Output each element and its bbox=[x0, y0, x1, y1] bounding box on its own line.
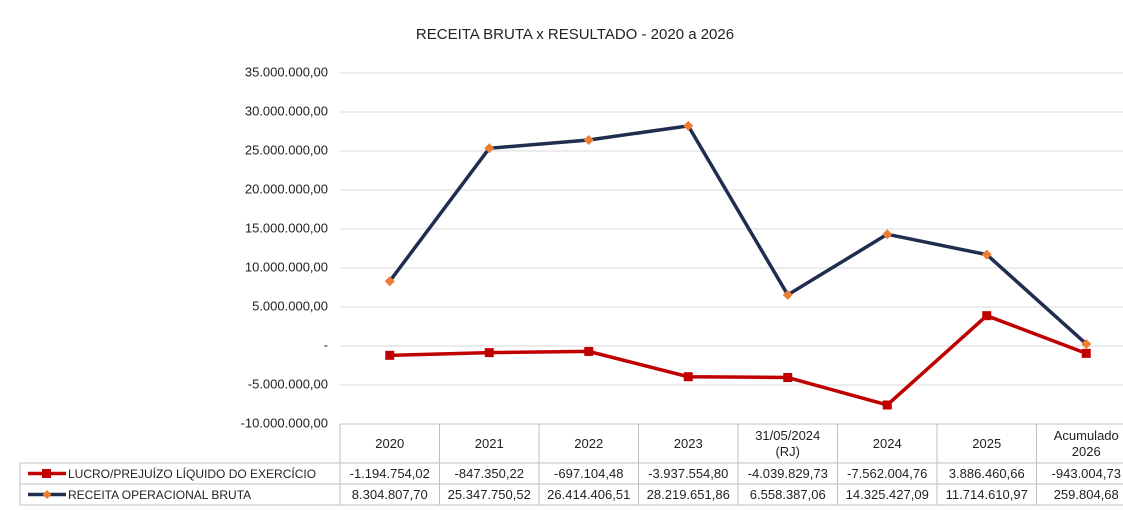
x-tick-label: 2021 bbox=[474, 435, 504, 451]
y-tick-label: -10.000.000,00 bbox=[241, 415, 328, 430]
y-tick-label: 30.000.000,00 bbox=[245, 103, 328, 118]
value-label: -1.194.754,02 bbox=[349, 465, 430, 481]
marker bbox=[683, 120, 694, 131]
legend-label: RECEITA OPERACIONAL BRUTA bbox=[68, 487, 252, 502]
marker bbox=[683, 372, 693, 382]
marker bbox=[584, 346, 594, 356]
marker bbox=[1081, 348, 1091, 358]
x-tick-label: Acumulado 2026 bbox=[1053, 427, 1119, 459]
x-tick-label: 2020 bbox=[375, 435, 405, 451]
value-label: 259.804,68 bbox=[1053, 486, 1119, 502]
value-label: 28.219.651,86 bbox=[646, 486, 730, 502]
x-tick-label: 2023 bbox=[673, 435, 703, 451]
y-tick-label: 35.000.000,00 bbox=[245, 64, 328, 79]
marker bbox=[384, 276, 395, 287]
marker bbox=[882, 229, 893, 240]
x-tick-label: 2025 bbox=[972, 435, 1002, 451]
y-tick-label: - bbox=[324, 337, 328, 352]
value-label: -7.562.004,76 bbox=[847, 465, 928, 481]
legend-marker bbox=[42, 469, 51, 478]
y-tick-label: -5.000.000,00 bbox=[248, 376, 328, 391]
value-label: -697.104,48 bbox=[554, 465, 624, 481]
series-line bbox=[389, 313, 1087, 407]
series-line bbox=[388, 123, 1088, 346]
y-tick-label: 15.000.000,00 bbox=[245, 220, 328, 235]
marker bbox=[782, 289, 793, 300]
marker bbox=[783, 373, 793, 383]
value-label: 8.304.807,70 bbox=[351, 486, 428, 502]
value-label: 3.886.460,66 bbox=[948, 465, 1025, 481]
value-label: 6.558.387,06 bbox=[749, 486, 826, 502]
marker bbox=[1081, 338, 1092, 349]
value-label: 11.714.610,97 bbox=[945, 486, 1028, 502]
x-tick-label: 31/05/2024 (RJ) bbox=[755, 427, 821, 459]
value-label: -847.350,22 bbox=[454, 465, 524, 481]
value-label: -3.937.554,80 bbox=[648, 465, 729, 481]
marker bbox=[484, 348, 494, 358]
value-label: -4.039.829,73 bbox=[747, 465, 828, 481]
marker bbox=[981, 249, 992, 260]
chart-title: RECEITA BRUTA x RESULTADO - 2020 a 2026 bbox=[416, 26, 734, 43]
y-tick-label: 5.000.000,00 bbox=[252, 298, 328, 313]
y-tick-label: 10.000.000,00 bbox=[245, 259, 328, 274]
y-tick-label: 20.000.000,00 bbox=[245, 181, 328, 196]
value-label: -943.004,73 bbox=[1051, 465, 1121, 481]
legend-marker bbox=[42, 490, 52, 499]
marker bbox=[982, 311, 992, 321]
value-label: 25.347.750,52 bbox=[447, 486, 531, 502]
marker bbox=[385, 350, 395, 360]
marker bbox=[583, 134, 594, 145]
marker bbox=[882, 400, 892, 410]
legend-label: LUCRO/PREJUÍZO LÍQUIDO DO EXERCÍCIO bbox=[68, 466, 317, 481]
x-tick-label: 2022 bbox=[574, 435, 604, 451]
marker bbox=[484, 143, 495, 154]
value-label: 14.325.427,09 bbox=[845, 486, 929, 502]
y-tick-label: 25.000.000,00 bbox=[245, 142, 328, 157]
value-label: 26.414.406,51 bbox=[547, 486, 631, 502]
x-tick-label: 2024 bbox=[872, 435, 902, 451]
